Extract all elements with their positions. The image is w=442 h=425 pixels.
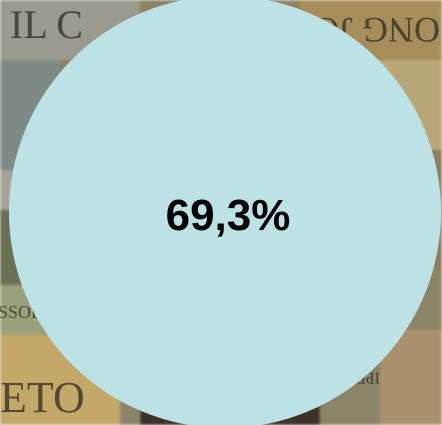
badge-text: 69,3% xyxy=(166,191,291,240)
spine-text: ETO xyxy=(0,373,85,422)
screen: IL C ONG JOHN SSOF ETO IPER 69,3% xyxy=(0,0,442,425)
spine-text: IL C xyxy=(10,2,83,47)
page: IL C ONG JOHN SSOF ETO IPER 69,3% (() =>… xyxy=(0,0,442,425)
